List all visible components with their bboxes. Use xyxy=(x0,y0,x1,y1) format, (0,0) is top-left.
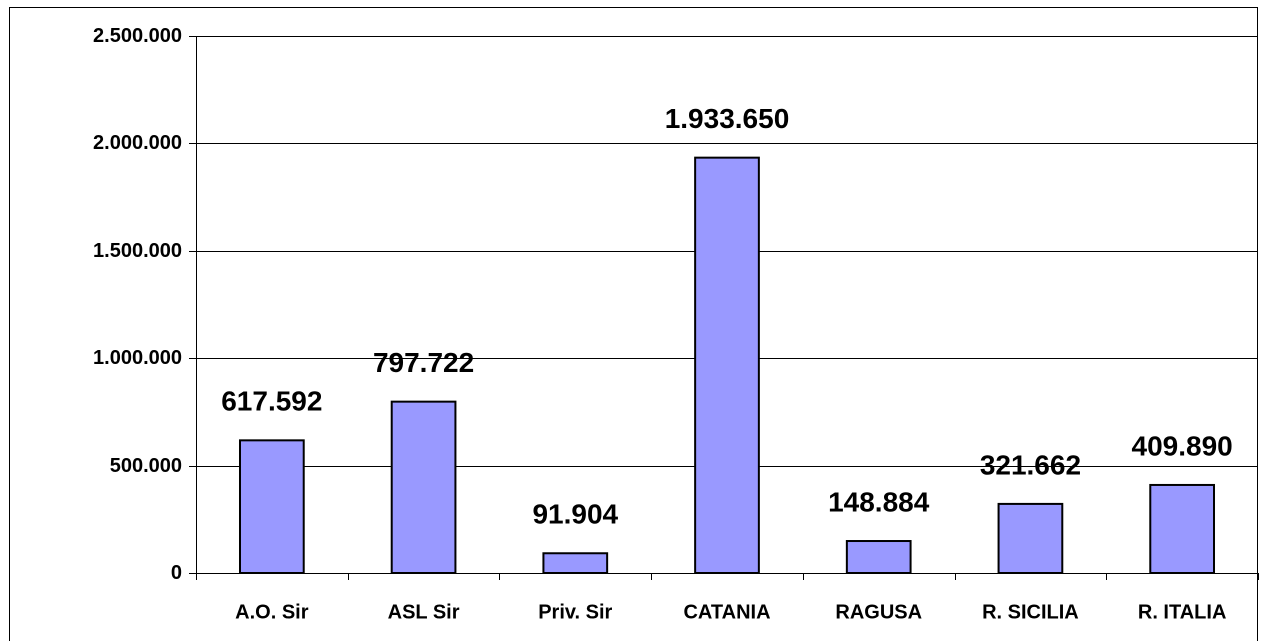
x-tick-label: ASL Sir xyxy=(388,601,460,623)
x-tick-label: Priv. Sir xyxy=(538,601,612,623)
y-tick-label: 500.000 xyxy=(110,455,182,477)
x-tick-label: RAGUSA xyxy=(835,601,922,623)
data-label: 321.662 xyxy=(980,449,1081,480)
data-label: 1.933.650 xyxy=(665,103,790,134)
x-tick-label: R. ITALIA xyxy=(1138,601,1227,623)
x-tick-label: R. SICILIA xyxy=(982,601,1079,623)
y-tick-label: 1.500.000 xyxy=(93,240,182,262)
bar xyxy=(1149,483,1216,574)
bar xyxy=(390,400,457,575)
x-tick-label: CATANIA xyxy=(683,601,770,623)
y-tick-label: 1.000.000 xyxy=(93,347,182,369)
data-label: 797.722 xyxy=(373,347,474,378)
bar xyxy=(997,502,1064,575)
x-tick-label: A.O. Sir xyxy=(235,601,309,623)
bar xyxy=(845,540,912,574)
bar xyxy=(238,439,305,575)
y-tick-label: 0 xyxy=(171,562,182,584)
data-label: 409.890 xyxy=(1132,430,1233,461)
y-tick-label: 2.000.000 xyxy=(93,132,182,154)
data-label: 91.904 xyxy=(532,499,618,530)
y-tick-label: 2.500.000 xyxy=(93,25,182,47)
bar xyxy=(542,552,609,575)
data-label: 148.884 xyxy=(828,486,930,517)
data-label: 617.592 xyxy=(221,386,322,417)
bar xyxy=(694,156,760,574)
